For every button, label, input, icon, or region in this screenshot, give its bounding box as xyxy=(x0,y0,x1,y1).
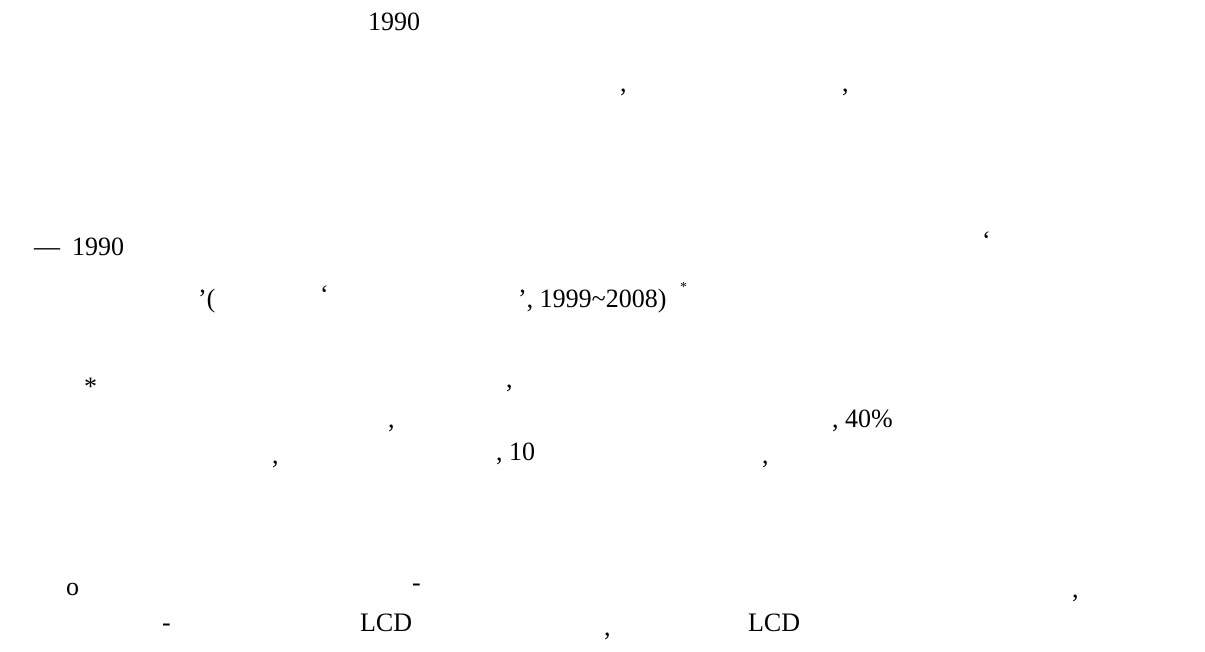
text: - xyxy=(162,608,171,637)
text: , 40% xyxy=(832,404,893,433)
text: o xyxy=(66,572,79,601)
text: 1990 xyxy=(72,232,124,261)
text: - xyxy=(412,568,421,597)
text: LCD xyxy=(748,608,800,637)
text: ‘ xyxy=(320,280,329,309)
footnote-mark: * xyxy=(680,280,687,295)
text: ‘ xyxy=(982,226,991,255)
text: , xyxy=(842,68,849,97)
text: , xyxy=(604,612,611,641)
text: , xyxy=(1072,574,1079,603)
text: * xyxy=(84,372,97,401)
text: , xyxy=(388,404,395,433)
text: , xyxy=(506,364,513,393)
text: , xyxy=(272,440,279,469)
text: , xyxy=(762,440,769,469)
text: , 10 xyxy=(496,437,535,466)
text: — xyxy=(34,232,60,261)
text: ’( xyxy=(198,284,216,313)
text: 1990 xyxy=(368,7,420,36)
text: , xyxy=(620,68,627,97)
text: LCD xyxy=(360,608,412,637)
text: ’, 1999~2008) xyxy=(518,284,667,313)
